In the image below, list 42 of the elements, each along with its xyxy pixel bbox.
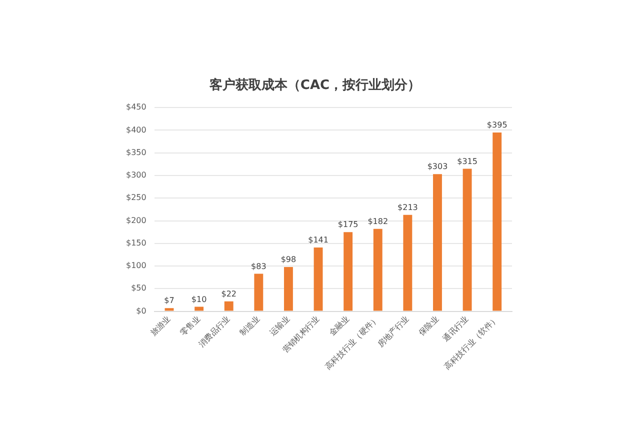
y-tick-label: $200 (126, 216, 146, 225)
bar (254, 274, 264, 311)
bar (314, 247, 323, 311)
data-label: $303 (427, 162, 448, 172)
y-tick-label: $100 (126, 261, 146, 270)
data-label: $7 (164, 296, 174, 306)
data-label: $22 (221, 289, 237, 298)
data-label: $315 (457, 156, 478, 166)
x-tick-label: 金融业 (328, 314, 351, 338)
y-tick-label: $350 (126, 148, 146, 157)
y-tick-label: $150 (126, 238, 146, 248)
bar (194, 306, 204, 311)
data-label: $395 (486, 120, 508, 130)
bar (403, 214, 412, 311)
y-tick-label: $400 (126, 125, 146, 134)
y-tick-label: $250 (126, 193, 146, 202)
bar (224, 301, 234, 311)
data-label: $182 (368, 216, 388, 226)
x-tick-label: 房地产行业 (376, 314, 411, 349)
data-label: $10 (191, 294, 207, 304)
bar (462, 168, 472, 311)
bar (284, 266, 293, 311)
data-label: $175 (338, 220, 358, 230)
x-tick-label: 保险业 (417, 314, 440, 338)
y-tick-label: $50 (131, 284, 146, 293)
bar (344, 232, 353, 311)
bar (433, 174, 442, 311)
data-label: $141 (308, 236, 328, 245)
x-tick-label: 旅游业 (148, 314, 172, 338)
chart-title: 客户获取成本（CAC，按行业划分） (208, 77, 421, 94)
data-label: $213 (398, 202, 418, 212)
x-tick-label: 零售业 (178, 314, 202, 338)
x-tick-label: 运输业 (268, 314, 292, 338)
x-tick-label: 制造业 (238, 314, 262, 338)
data-label: $83 (251, 262, 266, 271)
y-tick-label: $0 (136, 306, 146, 316)
bar (492, 132, 502, 311)
bar (164, 308, 174, 311)
data-label: $98 (280, 255, 296, 264)
y-tick-label: $450 (126, 102, 146, 112)
y-tick-label: $300 (126, 170, 146, 180)
bar (373, 228, 382, 311)
